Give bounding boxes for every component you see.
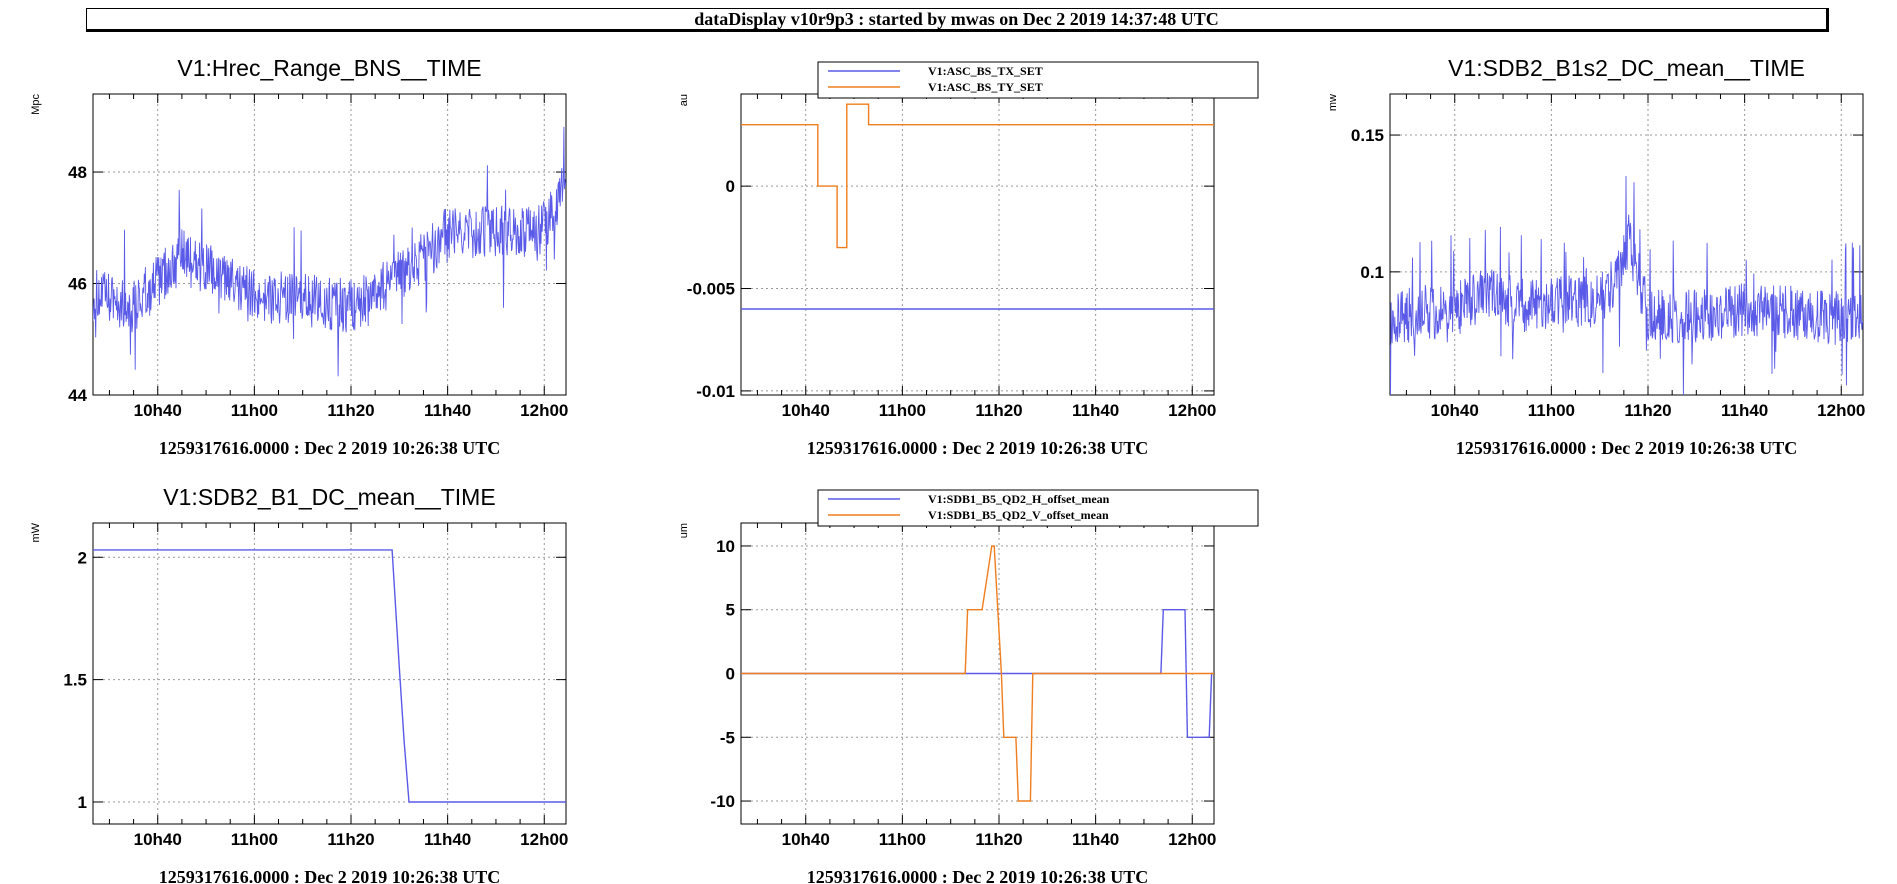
y-tick-label: 0 xyxy=(726,177,735,196)
x-tick-label: 10h40 xyxy=(782,401,830,420)
legend-label: V1:SDB1_B5_QD2_V_offset_mean xyxy=(928,508,1109,522)
x-tick-label: 11h40 xyxy=(424,830,471,849)
x-axis-caption: 1259317616.0000 : Dec 2 2019 10:26:38 UT… xyxy=(159,867,500,884)
y-tick-label: 5 xyxy=(726,601,735,620)
x-tick-label: 11h00 xyxy=(1528,401,1575,420)
chart-1: 10h40 11h00 11h20 11h40 12h00 44 46 48 Mpc V1:Hre… xyxy=(30,55,568,458)
x-axis-caption: 1259317616.0000 : Dec 2 2019 10:26:38 UT… xyxy=(807,438,1148,458)
x-tick-label: 12h00 xyxy=(520,830,568,849)
x-tick-label: 11h00 xyxy=(879,401,926,420)
legend-label: V1:ASC_BS_TY_SET xyxy=(928,80,1043,94)
y-axis-label: au xyxy=(678,94,690,106)
y-tick-label: -10 xyxy=(710,792,735,811)
x-axis-caption: 1259317616.0000 : Dec 2 2019 10:26:38 UT… xyxy=(1456,438,1797,458)
y-axis-label: mW xyxy=(30,522,42,542)
x-tick-label: 12h00 xyxy=(1168,830,1216,849)
y-tick-label: -0.01 xyxy=(696,382,735,401)
x-tick-label: 10h40 xyxy=(1431,401,1479,420)
plot-frame xyxy=(1389,93,1864,396)
x-tick-label: 11h20 xyxy=(1624,401,1671,420)
x-tick-label: 11h00 xyxy=(879,830,926,849)
x-tick-label: 12h00 xyxy=(1817,401,1865,420)
legend-label: V1:SDB1_B5_QD2_H_offset_mean xyxy=(928,492,1110,506)
x-axis-caption: 1259317616.0000 : Dec 2 2019 10:26:38 UT… xyxy=(159,438,500,458)
chart-2: 10h40 11h00 11h20 11h40 12h00 0 -0.005 -0.01 au 1… xyxy=(678,61,1259,458)
x-tick-label: 12h00 xyxy=(1168,401,1216,420)
legend-label: V1:ASC_BS_TX_SET xyxy=(928,64,1043,78)
y-tick-label: 10 xyxy=(716,537,735,556)
series-group xyxy=(1390,175,1863,395)
y-axis-label: mw xyxy=(1327,94,1339,111)
x-tick-label: 12h00 xyxy=(520,401,568,420)
x-tick-label: 11h00 xyxy=(231,830,278,849)
series-group xyxy=(741,545,1214,802)
x-tick-label: 11h20 xyxy=(327,830,374,849)
plot-frame xyxy=(740,93,1215,396)
series-group xyxy=(93,126,566,377)
x-tick-label: 10h40 xyxy=(134,401,182,420)
y-tick-label: 1 xyxy=(78,793,87,812)
window-title: dataDisplay v10r9p3 : started by mwas on… xyxy=(694,8,1219,29)
chart-5: 10h40 11h00 11h20 11h40 12h00 -10 -5 0 5 10 um 1259… xyxy=(678,489,1259,884)
x-axis-caption: 1259317616.0000 : Dec 2 2019 10:26:38 UT… xyxy=(807,867,1148,884)
y-tick-label: 0.1 xyxy=(1360,263,1384,282)
x-tick-label: 11h40 xyxy=(1721,401,1768,420)
series-line-1 xyxy=(93,549,566,803)
x-tick-label: 11h20 xyxy=(327,401,374,420)
y-axis-label: um xyxy=(678,523,690,538)
legend-box xyxy=(817,489,1259,527)
series-group xyxy=(741,103,1214,310)
plot-frame xyxy=(92,93,567,396)
x-tick-label: 11h00 xyxy=(231,401,278,420)
y-tick-label: 48 xyxy=(68,163,87,182)
y-tick-label: 2 xyxy=(78,548,87,567)
window-title-bar: dataDisplay v10r9p3 : started by mwas on… xyxy=(86,8,1829,32)
x-tick-label: 10h40 xyxy=(782,830,830,849)
chart-title: V1:Hrec_Range_BNS__TIME xyxy=(177,55,481,81)
y-axis-label: Mpc xyxy=(30,94,42,115)
legend: V1:ASC_BS_TX_SET V1:ASC_BS_TY_SET xyxy=(817,61,1259,99)
x-tick-label: 11h40 xyxy=(1072,830,1119,849)
y-tick-label: 1.5 xyxy=(63,671,87,690)
legend-box xyxy=(817,61,1259,99)
chart-title: V1:SDB2_B1s2_DC_mean__TIME xyxy=(1448,55,1805,81)
series-group xyxy=(93,549,566,803)
x-tick-label: 10h40 xyxy=(134,830,182,849)
series-line-1 xyxy=(1390,175,1863,395)
chart-3: 10h40 11h00 11h20 11h40 12h00 0.1 0.15 mw V1:SDB… xyxy=(1327,55,1865,458)
x-tick-label: 11h20 xyxy=(975,830,1022,849)
y-tick-label: 0 xyxy=(726,665,735,684)
chart-title: V1:SDB2_B1_DC_mean__TIME xyxy=(163,484,495,510)
series-line-2 xyxy=(741,545,1214,802)
y-tick-label: 46 xyxy=(68,275,87,294)
y-tick-label: 44 xyxy=(68,386,87,405)
x-tick-label: 11h20 xyxy=(975,401,1022,420)
series-line-2 xyxy=(741,103,1214,249)
y-tick-label: -0.005 xyxy=(687,280,735,299)
x-tick-label: 11h40 xyxy=(1072,401,1119,420)
y-tick-label: 0.15 xyxy=(1351,126,1384,145)
y-tick-label: -5 xyxy=(720,728,735,747)
series-line-1 xyxy=(93,126,566,377)
plot-frame xyxy=(92,522,567,825)
legend: V1:SDB1_B5_QD2_H_offset_mean V1:SDB1_B5_Q… xyxy=(817,489,1259,527)
chart-4: 10h40 11h00 11h20 11h40 12h00 1 1.5 2 mW V1:SDB2_… xyxy=(30,484,568,884)
x-tick-label: 11h40 xyxy=(424,401,471,420)
